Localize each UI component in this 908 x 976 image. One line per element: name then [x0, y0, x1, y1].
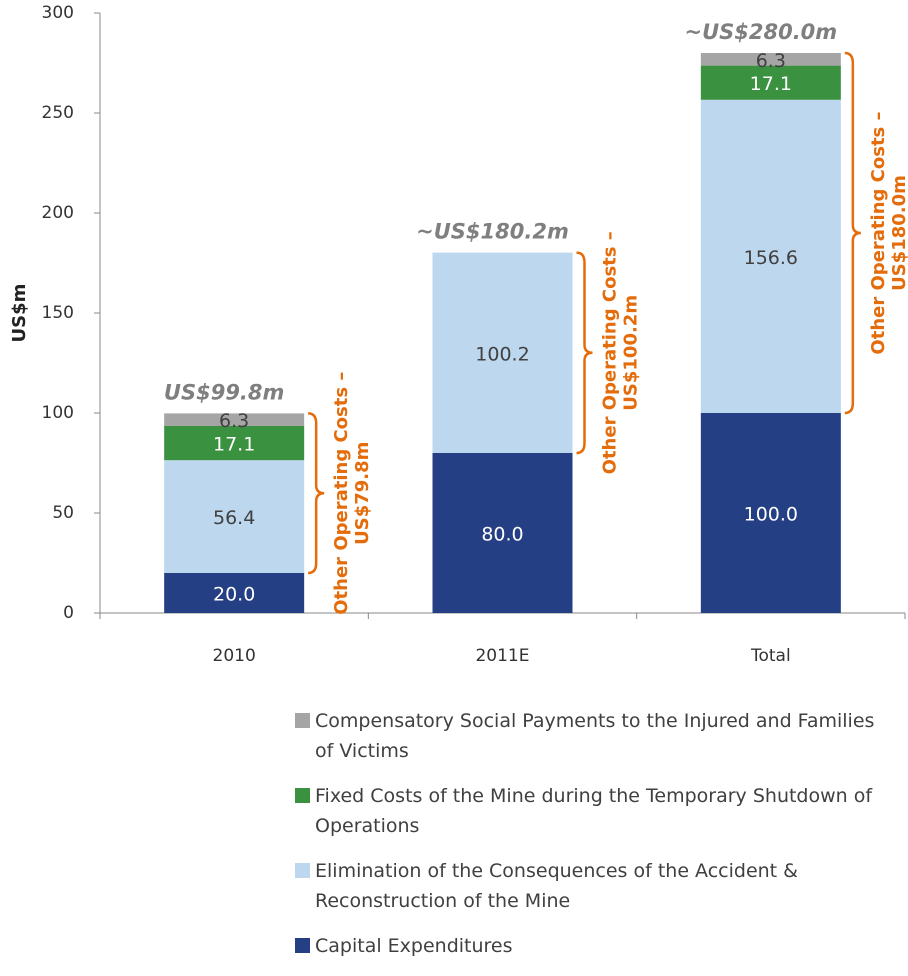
value-label: 17.1 — [750, 73, 792, 95]
bracket — [844, 51, 861, 415]
value-label: 20.0 — [213, 584, 255, 606]
bracket-line: US$100.2m — [621, 295, 642, 411]
y-tick-label: 300 — [42, 3, 74, 23]
legend: Compensatory Social Payments to the Inju… — [295, 706, 875, 976]
bracket-line: Other Operating Costs – — [331, 372, 352, 615]
value-label: 156.6 — [744, 247, 798, 269]
bracket-label: Other Operating Costs –US$100.2m — [600, 231, 642, 474]
y-tick-label: 150 — [42, 303, 74, 323]
legend-entry: Compensatory Social Payments to the Inju… — [295, 706, 875, 766]
bracket — [576, 251, 593, 455]
legend-swatch — [295, 938, 310, 953]
legend-entry: Capital Expenditures — [295, 931, 875, 961]
total-label: ~US$180.2m — [416, 220, 569, 244]
bar-segment — [432, 252, 573, 453]
x-tick-label: 2011E — [475, 646, 529, 666]
x-tick-label: 2010 — [213, 646, 256, 666]
bar-segment — [432, 453, 573, 613]
x-tick-label: Total — [750, 646, 791, 666]
legend-label: Elimination of the Consequences of the A… — [315, 860, 798, 912]
y-tick-label: 100 — [42, 403, 74, 423]
total-label: US$99.8m — [164, 380, 284, 404]
legend-label: Compensatory Social Payments to the Inju… — [315, 710, 875, 762]
legend-entry: Elimination of the Consequences of the A… — [295, 856, 875, 916]
y-tick-label: 250 — [42, 103, 74, 123]
value-label: 100.0 — [744, 504, 798, 526]
bar-segment — [164, 573, 305, 613]
total-label: ~US$280.0m — [684, 20, 837, 44]
legend-entry: Fixed Costs of the Mine during the Tempo… — [295, 781, 875, 841]
legend-label: Capital Expenditures — [315, 935, 513, 957]
y-tick-label: 200 — [42, 203, 74, 223]
y-axis-label: US$m — [9, 284, 30, 343]
legend-label: Fixed Costs of the Mine during the Tempo… — [315, 785, 873, 837]
bracket-line: US$180.0m — [889, 175, 908, 291]
bracket-line: US$79.8m — [352, 442, 373, 545]
bar-segment — [700, 65, 841, 100]
bar-segment — [164, 413, 305, 426]
bracket-label: Other Operating Costs –US$79.8m — [331, 372, 373, 615]
y-tick-label: 50 — [52, 503, 74, 523]
bracket-line: Other Operating Costs – — [600, 231, 621, 474]
chart: US$m 050100150200250300201020.056.417.16… — [9, 3, 908, 666]
bracket-line: Other Operating Costs – — [868, 111, 889, 354]
legend-swatch — [295, 713, 310, 728]
bar-segment — [700, 99, 841, 414]
bar-segment — [700, 413, 841, 613]
value-label: 17.1 — [213, 434, 255, 456]
y-tick-label: 0 — [63, 603, 74, 623]
bar-segment — [164, 426, 305, 461]
page: {"chart_data": {"type": "stacked_bar", "… — [9, 3, 908, 957]
bracket — [308, 412, 325, 575]
bar-segment — [700, 53, 841, 66]
value-label: 80.0 — [481, 524, 523, 546]
bracket-label: Other Operating Costs –US$180.0m — [868, 111, 908, 354]
value-label: 6.3 — [756, 50, 786, 72]
value-label: 100.2 — [475, 343, 529, 365]
bar-segment — [164, 460, 305, 573]
value-label: 56.4 — [213, 507, 255, 529]
value-label: 6.3 — [219, 410, 249, 432]
legend-swatch — [295, 788, 310, 803]
legend-swatch — [295, 863, 310, 878]
